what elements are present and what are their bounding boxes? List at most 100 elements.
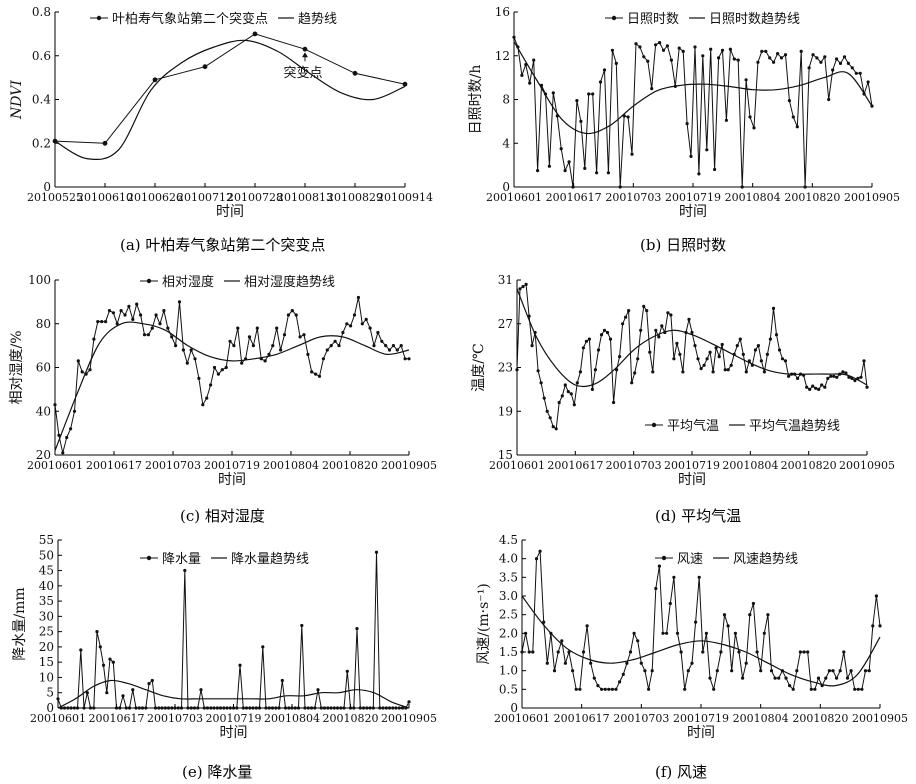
- data-point: [199, 688, 203, 692]
- data-point: [808, 387, 812, 391]
- data-point: [563, 383, 567, 387]
- data-point: [638, 45, 642, 49]
- data-point: [380, 339, 384, 343]
- data-point: [681, 49, 685, 54]
- data-point: [107, 309, 112, 313]
- data-point: [352, 706, 356, 710]
- data-point: [146, 333, 150, 337]
- data-point: [85, 691, 89, 695]
- data-point: [596, 348, 601, 352]
- trend-line: [521, 595, 881, 687]
- data-point: [769, 669, 774, 673]
- data-point: [329, 706, 333, 710]
- data-point: [512, 35, 516, 39]
- data-point: [787, 99, 792, 103]
- y-axis-title: 风速/(m·s⁻¹): [476, 583, 492, 665]
- data-point: [368, 326, 372, 330]
- x-tick-label: 20010820: [323, 712, 379, 725]
- data-point: [518, 287, 522, 291]
- data-point: [713, 167, 717, 172]
- data-point: [618, 185, 622, 189]
- x-tick-label: 20010820: [784, 191, 840, 204]
- data-point: [648, 350, 652, 354]
- data-point: [654, 586, 658, 591]
- data-point: [599, 333, 604, 337]
- data-point: [238, 663, 242, 667]
- data-point: [690, 330, 694, 335]
- x-tick-label: 20010905: [844, 191, 900, 204]
- data-point: [283, 706, 288, 710]
- data-point: [853, 379, 857, 383]
- data-point: [95, 630, 99, 634]
- data-point: [121, 694, 125, 698]
- data-point: [88, 368, 92, 372]
- data-point: [531, 650, 535, 654]
- data-point: [329, 344, 333, 348]
- data-point: [593, 368, 598, 372]
- data-point: [280, 678, 284, 683]
- data-point: [871, 624, 875, 628]
- data-point: [371, 706, 375, 710]
- data-point: [303, 706, 307, 710]
- data-point: [61, 451, 65, 455]
- data-point: [729, 363, 733, 367]
- data-point: [581, 650, 586, 654]
- data-point: [127, 706, 132, 710]
- data-point: [552, 669, 557, 673]
- data-point: [608, 337, 613, 341]
- data-series-line: [516, 283, 868, 430]
- x-tick-label: 20100525: [27, 191, 83, 204]
- data-point: [391, 706, 395, 710]
- data-point: [235, 706, 239, 710]
- data-point: [636, 639, 640, 643]
- data-point: [756, 344, 761, 348]
- data-point: [686, 669, 690, 673]
- data-point: [232, 344, 236, 348]
- data-point: [815, 56, 819, 60]
- data-point: [651, 370, 655, 374]
- data-point: [650, 87, 654, 91]
- legend: 相对湿度 相对湿度趋势线: [140, 274, 335, 290]
- data-point: [587, 92, 591, 96]
- data-point: [310, 370, 314, 374]
- data-point: [349, 324, 353, 328]
- x-tick-label: 20010617: [89, 712, 145, 725]
- data-point: [610, 687, 615, 691]
- chart-panel-0: 00.20.40.60.8201005252010061020100626201…: [9, 5, 433, 220]
- data-point: [575, 381, 579, 385]
- legend-marker: [146, 555, 152, 561]
- data-point: [192, 706, 197, 710]
- data-point: [654, 43, 658, 47]
- data-point: [337, 344, 341, 348]
- data-point: [134, 706, 138, 710]
- data-point: [290, 706, 294, 710]
- legend-label-data: 降水量: [162, 552, 201, 567]
- data-point: [189, 706, 193, 710]
- y-tick-label: 20: [36, 448, 51, 462]
- trend-line: [57, 679, 410, 709]
- data-point: [803, 185, 807, 189]
- data-point: [764, 49, 768, 54]
- data-point: [683, 687, 687, 691]
- data-point: [115, 322, 119, 326]
- data-point: [569, 392, 573, 396]
- data-point: [402, 81, 408, 87]
- data-point: [614, 61, 618, 65]
- data-point: [65, 435, 69, 440]
- data-point: [92, 706, 96, 710]
- legend-marker: [146, 278, 152, 284]
- data-point: [236, 326, 240, 330]
- data-point: [575, 99, 579, 103]
- data-point: [878, 624, 882, 628]
- data-point: [711, 370, 715, 374]
- data-point: [536, 169, 540, 173]
- data-point: [100, 320, 104, 324]
- x-tick-label: 20100728: [227, 191, 283, 204]
- data-point: [726, 368, 730, 372]
- x-tick-label: 20010719: [206, 712, 262, 725]
- x-tick-label: 20100813: [277, 191, 333, 204]
- data-point: [624, 315, 628, 319]
- y-tick-label: 80: [36, 317, 51, 331]
- legend-label-data: 风速: [677, 552, 703, 567]
